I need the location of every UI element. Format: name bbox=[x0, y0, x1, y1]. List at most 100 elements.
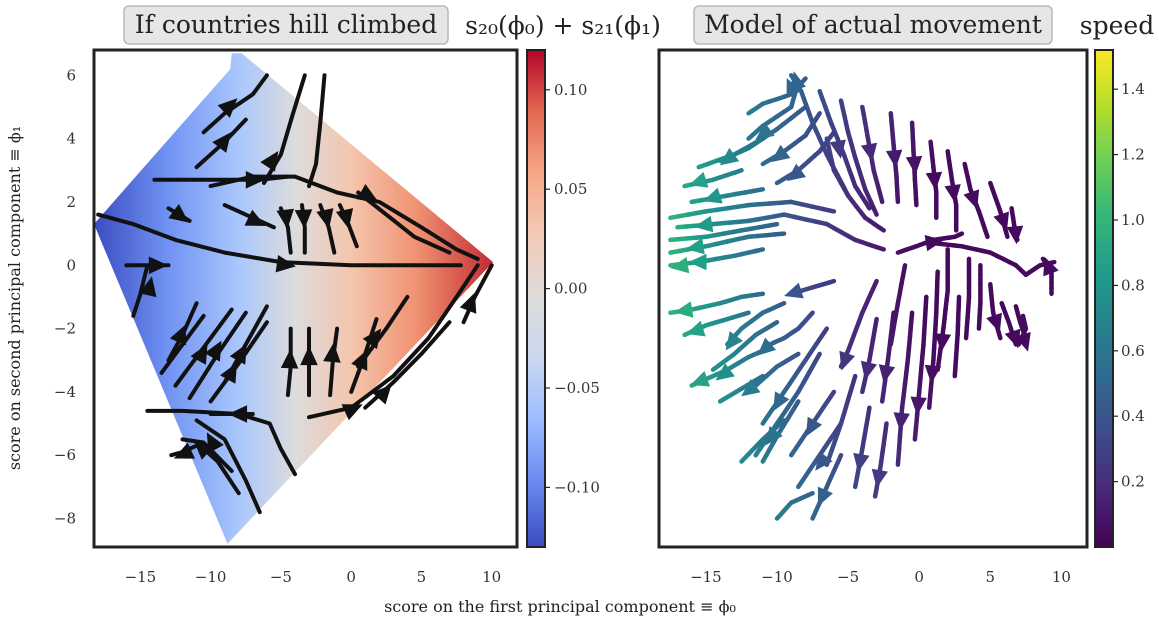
left-y-ticks: −8 −6 −4 −2 0 2 4 6 bbox=[54, 66, 76, 527]
streamline-arrowhead bbox=[229, 343, 247, 365]
streamline-arrowhead bbox=[690, 371, 711, 387]
streamline-arrowhead bbox=[139, 276, 157, 298]
streamline-arrowhead bbox=[148, 256, 168, 275]
streamline-arrowhead bbox=[173, 442, 195, 459]
colorbar-tick-label: 0.6 bbox=[1121, 342, 1145, 360]
x-tick-label: −10 bbox=[761, 568, 793, 586]
streamline-arrowhead bbox=[316, 208, 334, 229]
streamline-arrowhead bbox=[688, 253, 707, 271]
streamline-arrowhead bbox=[688, 171, 709, 188]
streamline-arrowhead bbox=[885, 149, 903, 169]
streamline-arrowhead bbox=[372, 384, 392, 405]
streamline-arrowhead bbox=[362, 328, 382, 350]
streamline bbox=[753, 351, 801, 388]
colorbar-tick-label: 1.2 bbox=[1121, 146, 1145, 164]
streamline-arrowhead bbox=[244, 209, 266, 226]
streamline bbox=[675, 212, 886, 252]
y-tick-label: 2 bbox=[66, 193, 76, 211]
streamline-arrowhead bbox=[860, 360, 877, 381]
colorbar-tick-label: 0.10 bbox=[554, 81, 587, 99]
y-tick-label: −8 bbox=[54, 510, 76, 528]
streamline-arrowhead bbox=[924, 364, 942, 384]
streamline-arrowhead bbox=[276, 208, 294, 229]
streamline bbox=[208, 320, 269, 404]
y-tick-label: −6 bbox=[54, 446, 76, 464]
streamline-arrowhead bbox=[1014, 332, 1031, 352]
streamline bbox=[668, 291, 766, 315]
x-tick-label: −5 bbox=[270, 568, 292, 586]
streamline-arrowhead bbox=[245, 171, 265, 189]
streamline-arrowhead bbox=[741, 379, 761, 397]
streamline-arrowhead bbox=[817, 486, 833, 507]
streamline-arrowhead bbox=[725, 331, 743, 351]
streamline bbox=[194, 418, 262, 515]
y-tick-label: 0 bbox=[66, 256, 76, 274]
streamline-arrowhead bbox=[169, 324, 186, 346]
streamline-arrowhead bbox=[839, 350, 855, 371]
streamline-arrowhead bbox=[993, 211, 1009, 232]
streamline bbox=[739, 418, 787, 464]
streamline bbox=[912, 294, 929, 442]
streamline-arrowhead bbox=[755, 122, 775, 140]
colorbar-tick-label: 0.00 bbox=[554, 280, 587, 298]
streamline-arrowhead bbox=[1006, 225, 1024, 245]
streamline bbox=[774, 490, 815, 521]
colorbar-tick-label: 0.8 bbox=[1121, 276, 1145, 294]
streamline-arrowhead bbox=[686, 320, 706, 337]
streamline bbox=[689, 187, 766, 205]
potential-colorbar-title: s₂₀(ϕ₀) + s₂₁(ϕ₁) bbox=[465, 11, 661, 40]
streamline bbox=[824, 136, 851, 198]
streamline-arrowhead bbox=[806, 416, 823, 437]
y-tick-label: −4 bbox=[54, 383, 76, 401]
streamline-arrowhead bbox=[168, 204, 189, 223]
streamline-arrowhead bbox=[934, 333, 952, 352]
right-streamlines bbox=[668, 73, 1057, 521]
speed-colorbar-gradient bbox=[1094, 49, 1114, 548]
streamline-arrowhead bbox=[773, 391, 790, 412]
speed-colorbar: 1.4 1.2 1.0 0.8 0.6 0.4 0.2 speed bbox=[1080, 11, 1154, 548]
streamline bbox=[717, 373, 766, 404]
streamline bbox=[976, 263, 983, 331]
speed-colorbar-ticks: 1.4 1.2 1.0 0.8 0.6 0.4 0.2 bbox=[1113, 80, 1145, 491]
streamline-arrowhead bbox=[765, 426, 783, 446]
y-axis-label: score on second principal component ≡ ϕ₁ bbox=[5, 126, 24, 470]
x-tick-label: −15 bbox=[125, 568, 157, 586]
streamline bbox=[96, 212, 463, 268]
streamline bbox=[201, 73, 269, 135]
streamline bbox=[935, 247, 950, 372]
streamline-arrowhead bbox=[190, 343, 208, 365]
colorbar-tick-label: 0.05 bbox=[554, 180, 587, 198]
right-plot-frame bbox=[657, 48, 1089, 549]
streamline-arrowhead bbox=[719, 147, 740, 166]
x-tick-label: 0 bbox=[914, 568, 924, 586]
streamline bbox=[952, 294, 962, 379]
streamline-arrowhead bbox=[853, 452, 870, 473]
x-tick-label: −5 bbox=[837, 568, 859, 586]
speed-colorbar-title: speed bbox=[1080, 11, 1154, 40]
streamline bbox=[131, 263, 150, 318]
right-panel: −15 −10 −5 0 5 10 Model of actual movement bbox=[657, 5, 1089, 586]
streamline-arrowhead bbox=[771, 144, 791, 163]
streamline-arrowhead bbox=[893, 412, 910, 431]
x-axis-label: score on the first principal component ≡… bbox=[384, 597, 736, 616]
left-panel-title: If countries hill climbed bbox=[135, 10, 437, 39]
streamline bbox=[931, 240, 1057, 278]
streamline-arrowhead bbox=[694, 215, 714, 233]
streamline-arrowhead bbox=[280, 349, 299, 369]
streamline-arrowhead bbox=[294, 209, 313, 229]
x-tick-label: 5 bbox=[986, 568, 996, 586]
streamline-arrowhead bbox=[757, 337, 777, 356]
colorbar-tick-label: 1.4 bbox=[1121, 80, 1145, 98]
streamline bbox=[895, 310, 915, 467]
streamline-arrowhead bbox=[860, 142, 878, 162]
right-x-ticks: −15 −10 −5 0 5 10 bbox=[690, 568, 1071, 586]
potential-colorbar: 0.10 0.05 0.00 −0.05 −0.10 s₂₀(ϕ₀) + s₂₁(ϕ₁) bbox=[465, 11, 661, 548]
streamline bbox=[838, 98, 879, 217]
streamline bbox=[962, 161, 990, 240]
streamline-arrowhead bbox=[986, 312, 1002, 333]
streamline-arrowhead bbox=[871, 468, 888, 488]
streamline-arrowhead bbox=[910, 396, 927, 416]
left-x-ticks: −15 −10 −5 0 5 10 bbox=[125, 568, 502, 586]
streamline bbox=[888, 263, 908, 347]
